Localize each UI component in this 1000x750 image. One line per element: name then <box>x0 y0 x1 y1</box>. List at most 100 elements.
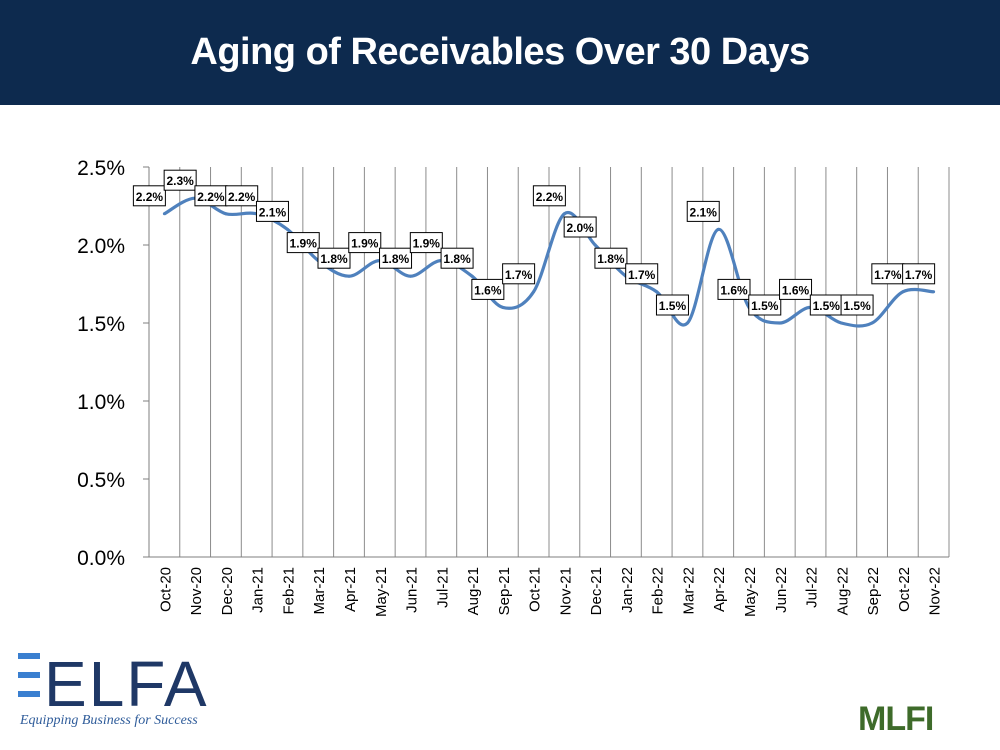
data-point <box>778 321 782 325</box>
data-point <box>685 321 689 325</box>
data-label-box <box>163 169 197 191</box>
data-label-box <box>655 294 689 316</box>
x-tick-label: Nov-20 <box>188 567 205 615</box>
data-label: 1.7% <box>502 263 536 285</box>
x-tick-label: Nov-22 <box>927 567 944 615</box>
x-tick-label: Feb-22 <box>650 567 667 615</box>
data-label-text: 1.8% <box>382 252 410 266</box>
data-point <box>901 290 905 294</box>
data-label: 1.8% <box>317 247 351 269</box>
line-chart: 0.0% 0.5% 1.0% 1.5% 2.0% 2.5% Oct-20 Nov-20 Dec-… <box>77 157 950 617</box>
data-label-text: 1.9% <box>290 237 318 251</box>
data-label-text: 2.3% <box>166 174 194 188</box>
data-label-text: 2.1% <box>690 205 718 219</box>
data-label-box <box>132 185 166 207</box>
data-label-text: 1.5% <box>843 299 871 313</box>
data-label-box <box>717 278 751 300</box>
x-tick-label: May-22 <box>742 567 759 617</box>
data-label-box <box>317 247 351 269</box>
data-label-text: 2.2% <box>197 190 225 204</box>
data-label: 2.1% <box>686 200 720 222</box>
x-tick-label: Jul-21 <box>434 567 451 608</box>
x-tick-label: Apr-21 <box>342 567 359 612</box>
data-label: 2.1% <box>255 200 289 222</box>
data-label-text: 1.7% <box>905 268 933 282</box>
data-point <box>932 290 936 294</box>
data-label-box <box>409 232 443 254</box>
x-tick-label: Jun-22 <box>773 567 790 613</box>
data-label: 1.5% <box>809 294 843 316</box>
x-tick-label: Jan-21 <box>250 567 267 613</box>
data-label-box <box>379 247 413 269</box>
data-label-text: 1.6% <box>474 283 502 297</box>
y-tick-label: 2.0% <box>77 235 125 258</box>
data-label-text: 2.2% <box>136 190 164 204</box>
data-point <box>162 212 166 216</box>
data-label-text: 1.8% <box>597 252 625 266</box>
x-tick-label: Mar-22 <box>680 567 697 615</box>
data-label-box <box>902 263 936 285</box>
data-label-box <box>502 263 536 285</box>
elfa-wordmark: ELFA <box>44 648 209 720</box>
y-tick-label: 1.0% <box>77 391 125 414</box>
y-tick-label: 0.5% <box>77 469 125 492</box>
data-label-text: 1.5% <box>751 299 779 313</box>
data-label-box <box>225 185 259 207</box>
data-label: 1.8% <box>594 247 628 269</box>
page-title: Aging of Receivables Over 30 Days <box>190 31 810 73</box>
x-tick-label: Dec-20 <box>219 567 236 615</box>
data-label: 1.8% <box>440 247 474 269</box>
data-label-box <box>779 278 813 300</box>
y-tick-label: 0.0% <box>77 547 125 570</box>
x-tick-label: Aug-21 <box>465 567 482 615</box>
data-label-text: 1.7% <box>874 268 902 282</box>
data-point <box>532 290 536 294</box>
data-label: 1.6% <box>717 278 751 300</box>
data-label-text: 1.6% <box>720 283 748 297</box>
data-point <box>655 290 659 294</box>
data-label-text: 1.8% <box>443 252 471 266</box>
data-label: 1.8% <box>379 247 413 269</box>
data-label-text: 1.8% <box>320 252 348 266</box>
data-point <box>716 227 720 231</box>
data-label: 1.5% <box>840 294 874 316</box>
data-label: 1.6% <box>779 278 813 300</box>
data-label-text: 1.6% <box>782 283 810 297</box>
data-point <box>593 243 597 247</box>
mlfi-logo: MLFI <box>858 700 934 738</box>
data-point <box>224 212 228 216</box>
x-tick-label: Nov-21 <box>557 567 574 615</box>
x-tick-label: Oct-22 <box>896 567 913 612</box>
data-label: 1.7% <box>625 263 659 285</box>
x-tick-label: Feb-21 <box>280 567 297 615</box>
x-tick-label: Mar-21 <box>311 567 328 615</box>
data-label: 1.9% <box>286 232 320 254</box>
data-label: 1.6% <box>471 278 505 300</box>
elfa-tagline: Equipping Business for Success <box>20 713 198 728</box>
data-point <box>285 227 289 231</box>
data-point <box>347 274 351 278</box>
data-label-box <box>471 278 505 300</box>
x-tick-label: Apr-22 <box>711 567 728 612</box>
data-label-box <box>532 185 566 207</box>
x-tick-label: Sep-21 <box>496 567 513 615</box>
data-label-box <box>286 232 320 254</box>
data-label-box <box>748 294 782 316</box>
data-label: 1.5% <box>748 294 782 316</box>
data-label-box <box>563 216 597 238</box>
x-tick-label: Jul-22 <box>804 567 821 608</box>
data-label: 1.7% <box>902 263 936 285</box>
data-label-text: 1.9% <box>413 237 441 251</box>
data-label-box <box>840 294 874 316</box>
data-label: 1.5% <box>655 294 689 316</box>
x-tick-label: Jan-22 <box>619 567 636 613</box>
data-label-text: 1.7% <box>628 268 656 282</box>
data-label-text: 2.2% <box>228 190 256 204</box>
x-tick-label: Jun-21 <box>404 567 421 613</box>
data-label: 1.9% <box>348 232 382 254</box>
data-label-text: 2.0% <box>566 221 594 235</box>
x-tick-label: May-21 <box>373 567 390 617</box>
data-label-text: 1.9% <box>351 237 379 251</box>
y-tick-label: 1.5% <box>77 313 125 336</box>
data-point <box>870 321 874 325</box>
